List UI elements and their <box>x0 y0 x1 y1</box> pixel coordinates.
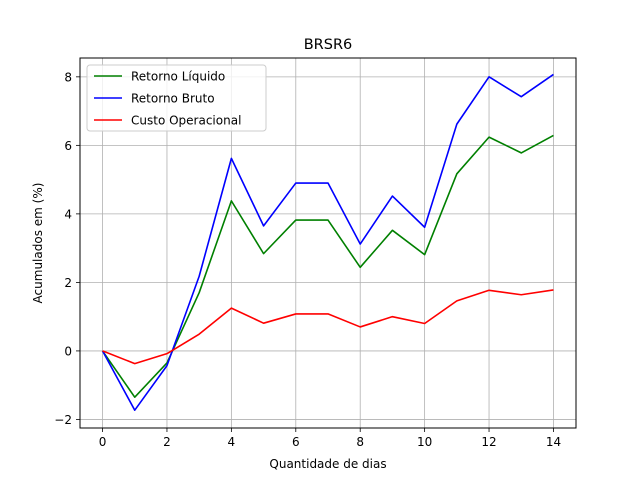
y-tick-label: 6 <box>64 139 72 153</box>
y-tick-label: 0 <box>64 344 72 358</box>
axes-frame <box>79 57 577 429</box>
legend-label-0: Retorno Líquido <box>131 70 225 84</box>
x-tick-label: 12 <box>481 435 496 449</box>
axis-ticks: 0 2 4 6 8 10 12 14 −2 0 2 4 6 8 <box>54 70 561 449</box>
y-tick-label: 4 <box>64 207 72 221</box>
x-tick-label: 6 <box>292 435 300 449</box>
series-line-2 <box>102 289 554 365</box>
legend-label-2: Custo Operacional <box>131 114 241 128</box>
y-tick-label: 8 <box>64 70 72 84</box>
y-tick-label: 2 <box>64 276 72 290</box>
x-tick-label: 2 <box>163 435 171 449</box>
series-line-1 <box>101 73 554 411</box>
x-tick-label: 8 <box>356 435 364 449</box>
legend-box <box>86 64 267 132</box>
x-tick-label: 10 <box>417 435 432 449</box>
chart-title: BRSR6 <box>304 37 353 53</box>
y-axis-label: Acumulados em (%) <box>31 183 45 304</box>
legend-label-1: Retorno Bruto <box>131 92 215 106</box>
x-tick-label: 0 <box>99 435 107 449</box>
x-tick-label: 4 <box>228 435 236 449</box>
legend: Retorno Líquido Retorno Bruto Custo Operac… <box>86 64 267 132</box>
series-line-0 <box>101 134 554 398</box>
x-tick-label: 14 <box>546 435 561 449</box>
x-axis-label: Quantidade de dias <box>269 457 386 471</box>
y-tick-label: −2 <box>54 413 72 427</box>
series-lines <box>101 73 554 411</box>
